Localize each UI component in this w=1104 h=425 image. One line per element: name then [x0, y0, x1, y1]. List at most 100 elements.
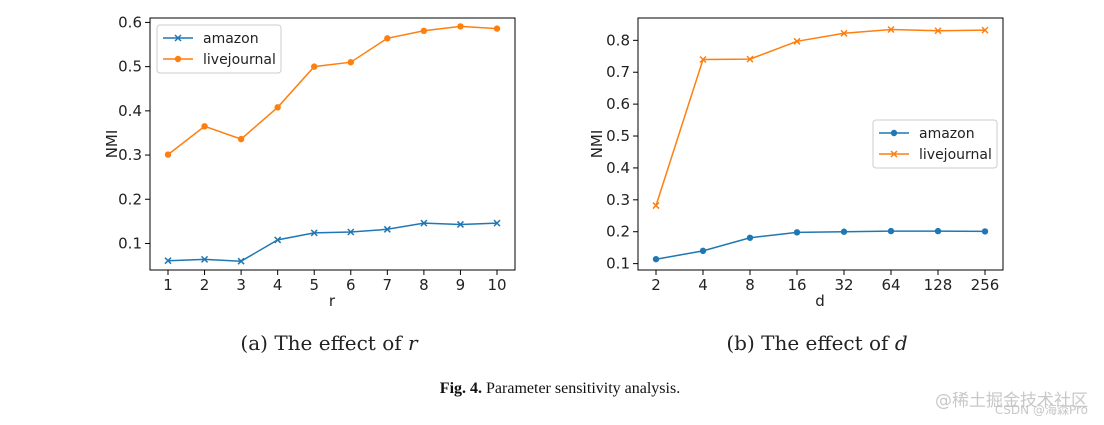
- data-point-amazon: [652, 255, 660, 263]
- series-line-amazon: [655, 230, 986, 260]
- x-tick-label: 4: [273, 276, 283, 294]
- data-point-amazon: [237, 257, 245, 265]
- data-point-amazon: [201, 255, 209, 263]
- x-tick-label: 64: [881, 276, 900, 294]
- data-point-livejournal: [201, 123, 208, 130]
- data-point-amazon: [746, 234, 754, 241]
- data-point-livejournal: [934, 27, 942, 35]
- data-point-livejournal: [457, 23, 464, 30]
- data-point-amazon: [981, 228, 989, 235]
- y-tick-label: 0.4: [118, 102, 142, 120]
- x-tick-label: 32: [834, 276, 853, 294]
- data-point-livejournal: [420, 27, 428, 35]
- y-axis-label: NMI: [103, 130, 121, 159]
- x-tick-label: 2: [651, 276, 661, 294]
- data-point-livejournal: [652, 202, 660, 210]
- x-tick-label: 5: [309, 276, 319, 294]
- data-point-amazon: [310, 229, 318, 237]
- x-tick-label: 3: [236, 276, 246, 294]
- y-ticks: 0.1 0.2 0.3 0.4 0.5 0.6: [118, 13, 150, 252]
- x-axis-label: r: [329, 292, 336, 310]
- chart-d-effect: 0.1 0.2 0.3 0.4 0.5 0.6 0.7 0.8 2 4 8 16 32 64 128 256…: [588, 17, 1004, 355]
- y-tick-label: 0.1: [606, 255, 630, 273]
- data-point-livejournal: [347, 59, 354, 66]
- x-tick-label: 256: [971, 276, 1000, 294]
- figure-caption: Fig. 4. Parameter sensitivity analysis.: [440, 380, 680, 397]
- legend-label-livejournal: livejournal: [919, 147, 992, 163]
- y-tick-label: 0.6: [118, 13, 142, 31]
- y-tick-label: 0.8: [606, 31, 630, 49]
- x-tick-label: 8: [419, 276, 429, 294]
- x-tick-label: 4: [698, 276, 708, 294]
- x-tick-label: 16: [787, 276, 806, 294]
- chart-r-effect: 0.1 0.2 0.3 0.4 0.5 0.6 1 2 3 4 5 6 7 8 9 10 r NMI ama…: [103, 13, 516, 355]
- plot-frame: [637, 17, 1004, 271]
- data-point-livejournal: [840, 29, 848, 37]
- subcaption-b-var: d: [895, 331, 908, 355]
- data-point-amazon: [164, 257, 172, 265]
- legend: amazon livejournal: [872, 119, 998, 169]
- y-tick-label: 0.2: [118, 190, 142, 208]
- data-point-amazon: [347, 228, 355, 236]
- y-tick-label: 0.2: [606, 223, 630, 241]
- data-point-amazon: [840, 228, 848, 235]
- data-point-livejournal: [384, 35, 391, 42]
- data-point-livejournal: [793, 37, 801, 45]
- legend-label-amazon: amazon: [919, 126, 975, 142]
- subcaption-a-label: (a): [240, 331, 268, 355]
- x-tick-label: 128: [924, 276, 953, 294]
- data-point-amazon: [383, 225, 391, 233]
- watermark-line2: CSDN @海森Pro: [995, 402, 1088, 417]
- series-line-amazon: [167, 222, 498, 262]
- data-point-amazon: [274, 236, 282, 244]
- data-point-amazon: [887, 227, 895, 235]
- legend-marker-amazon: [890, 129, 898, 137]
- subcaption-b-label: (b): [726, 331, 754, 355]
- legend-marker-livejournal: [890, 150, 898, 158]
- legend: amazon livejournal: [156, 24, 282, 74]
- legend-marker-amazon: [174, 34, 182, 42]
- y-ticks: 0.1 0.2 0.3 0.4 0.5 0.6 0.7 0.8: [606, 31, 638, 273]
- subcaption-a: (a) The effect of r: [240, 331, 419, 355]
- subcaption-a-text: The effect of: [274, 331, 403, 355]
- data-point-amazon: [420, 219, 428, 227]
- x-tick-label: 10: [487, 276, 506, 294]
- figure-caption-label: Fig. 4.: [440, 380, 482, 397]
- legend-box: [872, 119, 998, 169]
- y-axis-label: NMI: [588, 130, 606, 159]
- y-tick-label: 0.5: [118, 58, 142, 76]
- y-tick-label: 0.5: [606, 127, 630, 145]
- data-point-livejournal: [887, 25, 895, 34]
- series-line-livejournal: [655, 28, 986, 206]
- x-tick-label: 2: [200, 276, 210, 294]
- data-point-amazon: [699, 247, 707, 255]
- legend-marker-livejournal: [174, 55, 182, 63]
- data-point-amazon: [934, 227, 942, 235]
- data-point-livejournal: [699, 55, 707, 63]
- x-ticks: 2 4 8 16 32 64 128 256: [651, 270, 999, 294]
- series-group: [652, 25, 989, 263]
- data-point-amazon: [493, 219, 501, 227]
- y-tick-label: 0.7: [606, 63, 630, 81]
- data-point-livejournal: [493, 25, 501, 32]
- subcaption-b-text: The effect of: [761, 331, 890, 355]
- x-tick-label: 7: [383, 276, 393, 294]
- x-axis-label: d: [815, 292, 825, 310]
- data-point-livejournal: [746, 55, 754, 63]
- series-group: [164, 23, 501, 265]
- data-point-livejournal: [237, 135, 245, 143]
- y-tick-label: 0.1: [118, 234, 142, 252]
- x-tick-label: 1: [163, 276, 173, 294]
- figure-caption-text: Parameter sensitivity analysis.: [486, 380, 680, 397]
- data-point-livejournal: [274, 104, 281, 111]
- data-point-livejournal: [164, 151, 172, 158]
- y-tick-label: 0.3: [606, 191, 630, 209]
- subcaption-b: (b) The effect of d: [726, 331, 907, 355]
- y-tick-label: 0.3: [118, 146, 142, 164]
- watermark-line1: @稀土掘金技术社区: [935, 391, 1088, 411]
- data-point-livejournal: [981, 26, 989, 34]
- x-tick-label: 6: [346, 276, 356, 294]
- series-line-livejournal: [167, 25, 498, 156]
- legend-label-amazon: amazon: [203, 31, 259, 47]
